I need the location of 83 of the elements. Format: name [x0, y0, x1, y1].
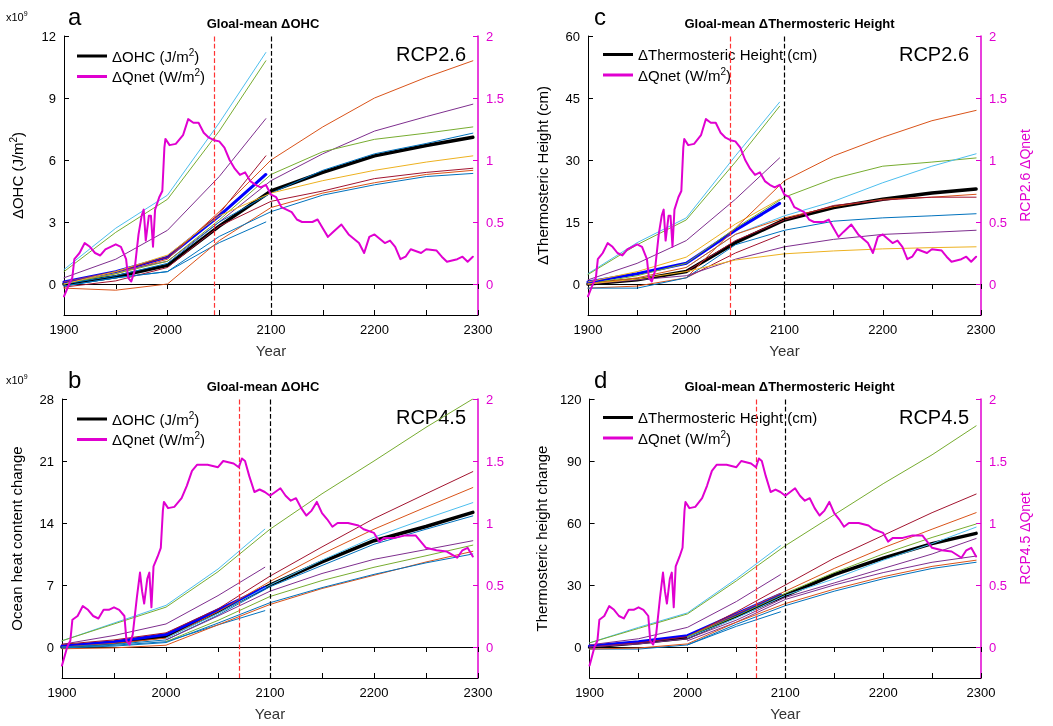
- y-tick-label: 45: [565, 90, 580, 106]
- y2-tick-label: 0: [486, 276, 494, 292]
- y2-tick-label: 1: [486, 152, 494, 168]
- y-tick-label: 30: [567, 577, 582, 593]
- y-tick-label: 0: [48, 276, 56, 292]
- y2-tick-label: 1.5: [486, 90, 505, 106]
- y2-tick-label: 0: [989, 639, 997, 655]
- y2-tick-label: 0.5: [486, 577, 505, 593]
- y2-tick-label: 2: [989, 391, 997, 407]
- y2-tick-label: 1.5: [486, 453, 505, 469]
- x-tick-label: 2100: [770, 685, 800, 700]
- annotation: RCP4.5: [898, 406, 969, 428]
- x-tick-label: 2100: [770, 322, 799, 337]
- y-tick-label: 60: [567, 515, 582, 531]
- chart-title: Gloal-mean ΔThermosteric Height: [684, 379, 896, 394]
- y2-tick-label: 0: [989, 276, 997, 292]
- x-axis-title: Year: [769, 342, 800, 359]
- y2-axis-title: RCP4.5 ΔQnet: [1016, 492, 1033, 585]
- x-axis-title: Year: [254, 705, 286, 722]
- y2-tick-label: 1: [486, 515, 494, 531]
- y-tick-label: 28: [39, 391, 54, 407]
- y-axis-title: ΔOHC (J/m2): [7, 131, 26, 220]
- x-tick-label: 2000: [153, 322, 182, 337]
- x-axis-title: Year: [770, 705, 801, 722]
- y2-tick-label: 2: [486, 28, 494, 44]
- y-tick-label: 6: [48, 152, 56, 168]
- y-tick-label: 60: [565, 28, 580, 44]
- text: a: [68, 2, 82, 30]
- x-tick-label: 2200: [868, 322, 898, 337]
- text: b: [68, 365, 82, 393]
- x-tick-label: 2300: [966, 322, 996, 337]
- y2-tick-label: 1.5: [989, 453, 1008, 469]
- x-tick-label: 2200: [359, 685, 389, 700]
- chart-title: Gloal-mean ΔThermosteric Height: [684, 16, 896, 31]
- y2-tick-label: 0.5: [486, 214, 505, 230]
- y-tick-label: 0: [572, 276, 580, 292]
- x-tick-label: 2000: [151, 685, 181, 700]
- annotation: RCP2.6: [395, 43, 466, 65]
- y2-tick-label: 2: [989, 28, 997, 44]
- x-tick-label: 2200: [360, 322, 389, 337]
- x-tick-label: 2100: [255, 685, 285, 700]
- x-axis-title: Year: [255, 342, 287, 359]
- x-tick-label: 2000: [671, 322, 701, 337]
- y-tick-label: 30: [565, 152, 580, 168]
- chart-title: Gloal-mean ΔOHC: [206, 16, 320, 31]
- x-tick-label: 1900: [49, 322, 79, 337]
- y-tick-label: 120: [559, 391, 582, 407]
- y2-tick-label: 1: [989, 515, 997, 531]
- x-tick-label: 1900: [47, 685, 77, 700]
- legend-label: ΔThermosteric Height (cm): [638, 409, 818, 426]
- x-tick-label: 2300: [463, 322, 493, 337]
- x-tick-label: 1900: [575, 685, 605, 700]
- y-tick-label: 3: [48, 214, 56, 230]
- y2-tick-label: 2: [486, 391, 494, 407]
- y-tick-label: 9: [48, 90, 56, 106]
- y2-tick-label: 1: [989, 152, 997, 168]
- x-tick-label: 1900: [573, 322, 603, 337]
- annotation: RCP2.6: [898, 43, 969, 65]
- y2-tick-label: 0.5: [989, 214, 1008, 230]
- y2-tick-label: 1.5: [989, 90, 1008, 106]
- y-axis-title: Ocean heat content change: [8, 446, 25, 631]
- y-tick-label: 90: [567, 453, 582, 469]
- x-tick-label: 2200: [868, 685, 898, 700]
- y2-axis-title: RCP2.6 ΔQnet: [1016, 129, 1033, 222]
- chart-title: Gloal-mean ΔOHC: [206, 379, 320, 394]
- x-tick-label: 2300: [463, 685, 493, 700]
- x-tick-label: 2000: [672, 685, 702, 700]
- y-axis-title: ΔThermosteric Height (cm): [534, 85, 551, 266]
- x-tick-label: 2300: [966, 685, 996, 700]
- y-tick-label: 21: [39, 453, 54, 469]
- y2-tick-label: 0.5: [989, 577, 1008, 593]
- y-tick-label: 7: [46, 577, 54, 593]
- y-tick-label: 0: [574, 639, 582, 655]
- y-tick-label: 15: [565, 214, 580, 230]
- text: c: [594, 2, 606, 30]
- y-tick-label: 0: [46, 639, 54, 655]
- y-axis-title: Thermosteric height change: [533, 445, 550, 632]
- y-tick-label: 12: [41, 28, 56, 44]
- y2-tick-label: 0: [486, 639, 494, 655]
- x-tick-label: 2100: [256, 322, 286, 337]
- legend-label: ΔThermosteric Height (cm): [638, 46, 818, 63]
- y-tick-label: 14: [39, 515, 54, 531]
- text: d: [594, 365, 608, 393]
